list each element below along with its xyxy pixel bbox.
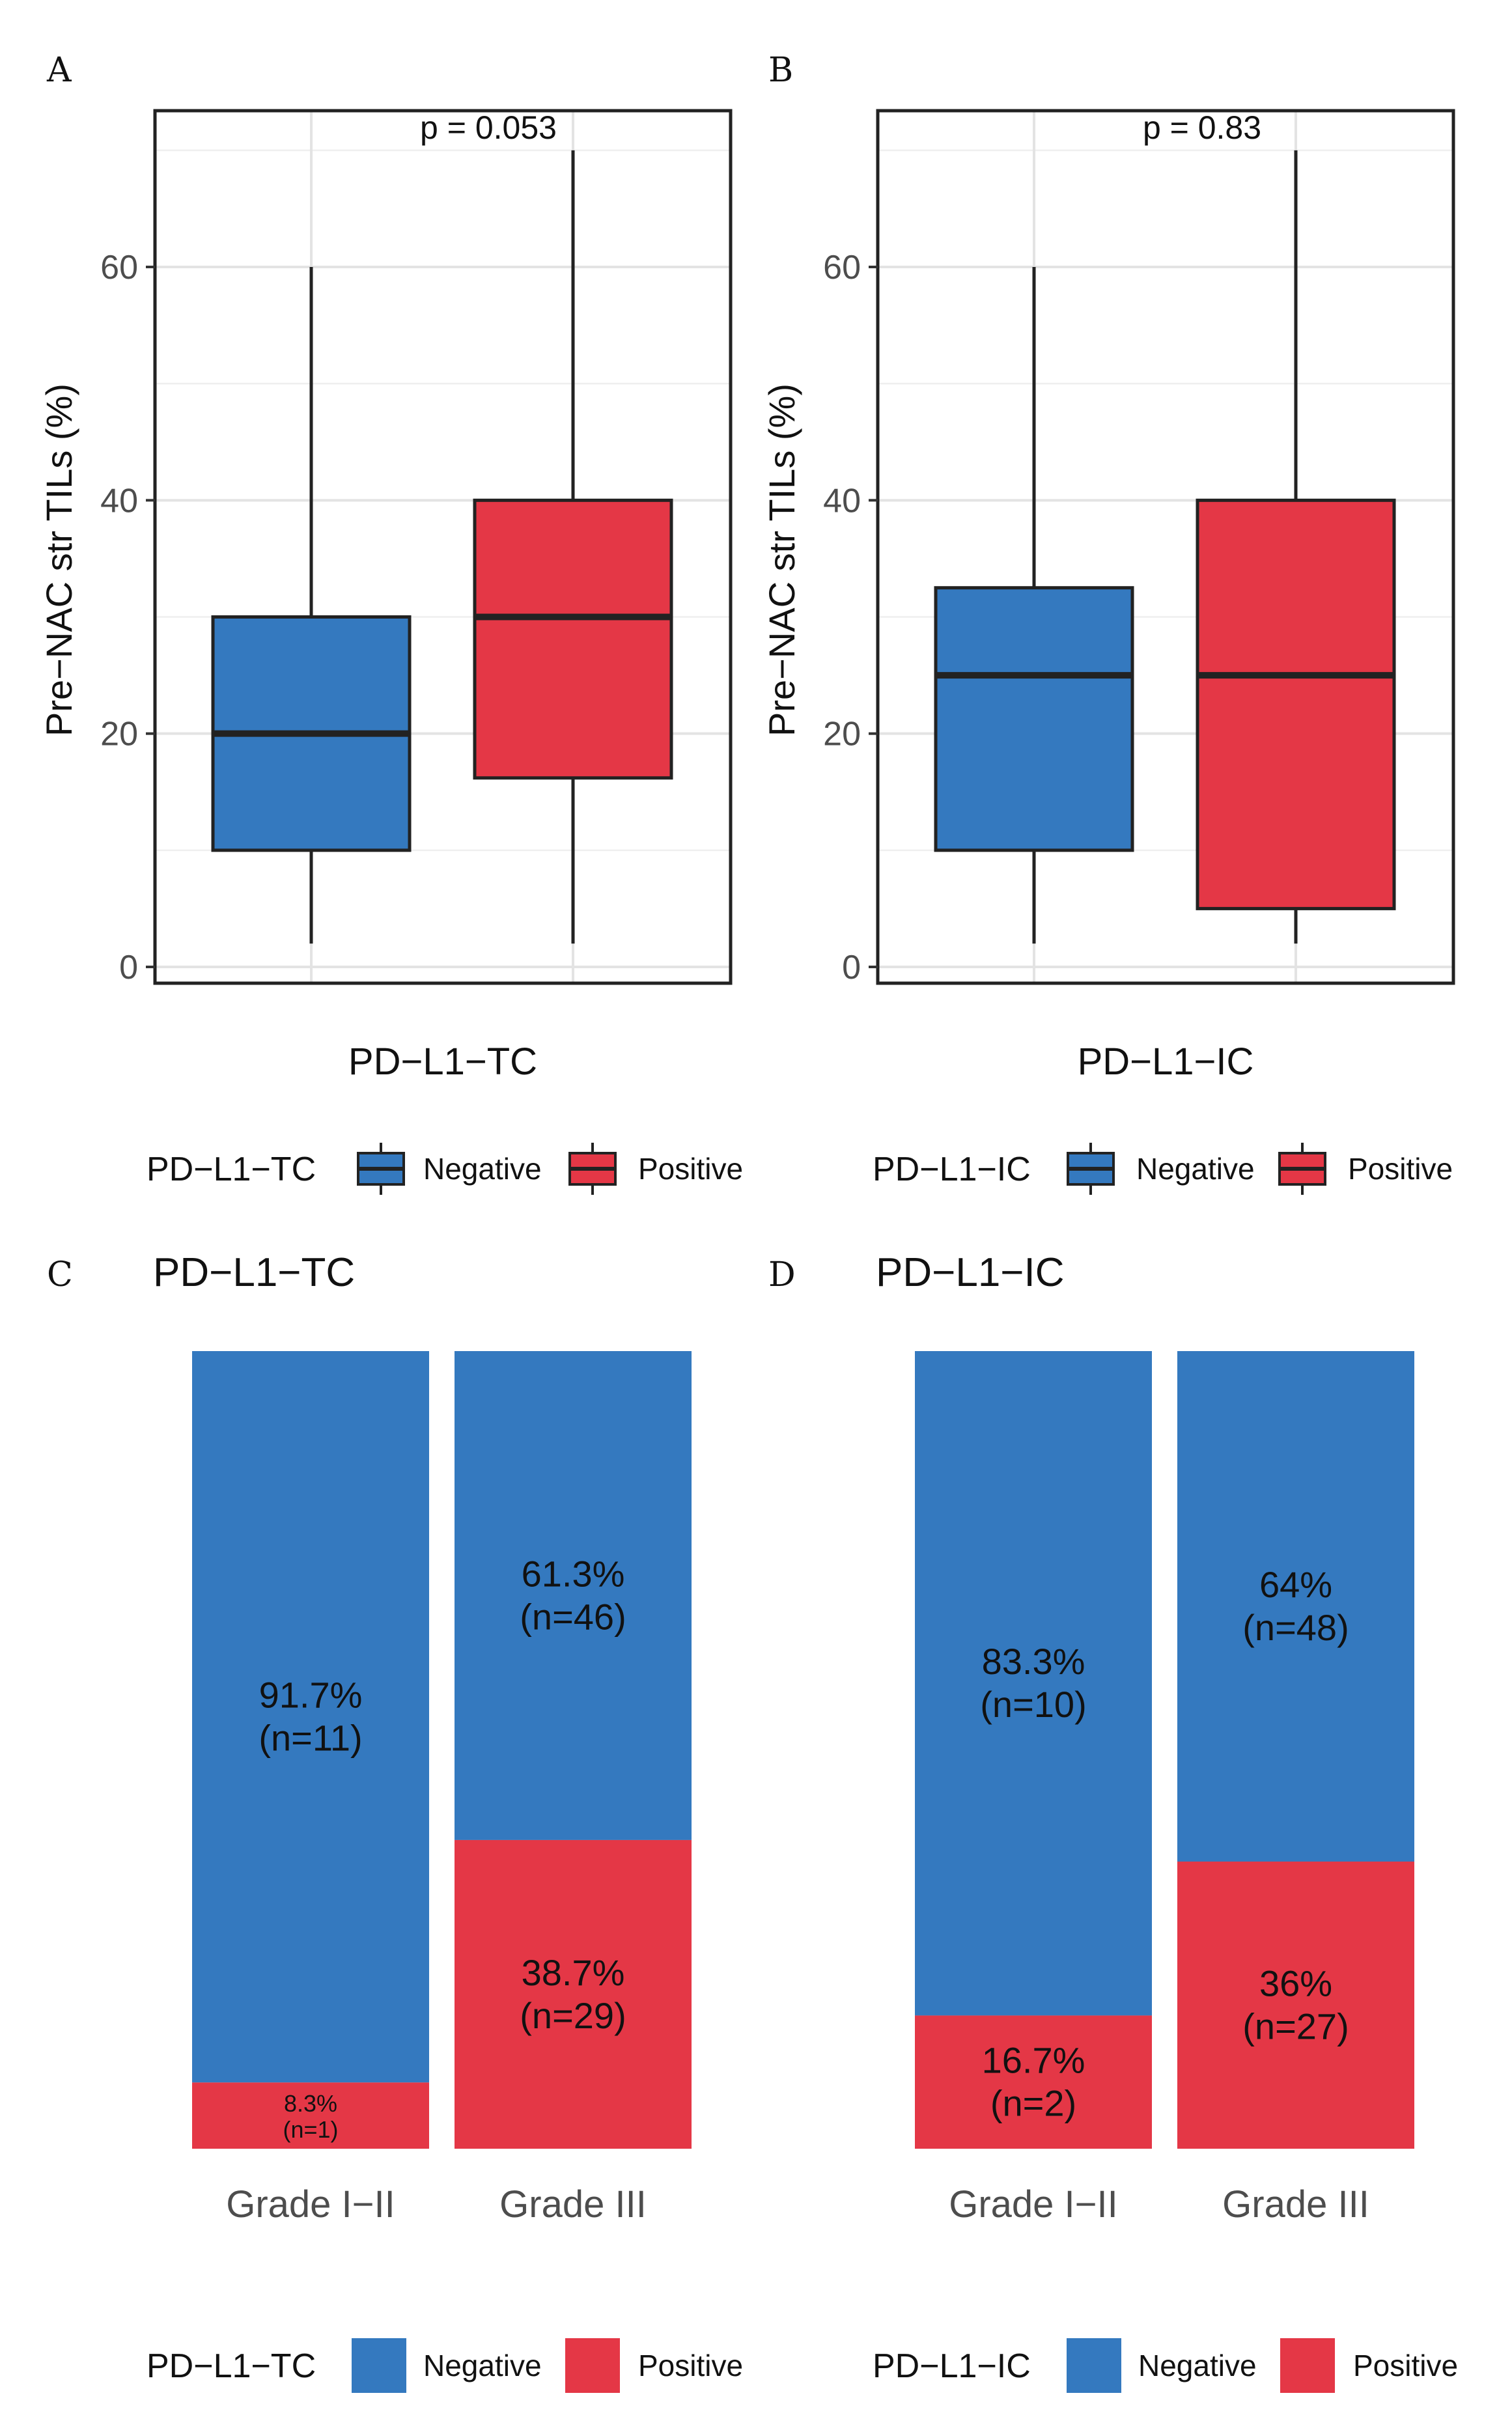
bar-negative xyxy=(455,1351,692,1840)
bar-label-negative-n: (n=11) xyxy=(259,1718,362,1759)
box-negative xyxy=(934,586,1134,852)
bar-positive xyxy=(1177,1862,1414,2149)
y-tick-label: 20 xyxy=(823,716,861,753)
bar-label-negative-n: (n=48) xyxy=(1242,1607,1349,1648)
legend-key-positive xyxy=(565,2338,620,2393)
panel-letter-b: B xyxy=(768,51,793,90)
panel-letter-c: C xyxy=(47,1255,73,1294)
legend-label-negative: Negative xyxy=(423,2349,542,2382)
bar-label-positive-n: (n=27) xyxy=(1242,2006,1349,2047)
chart-title: PD−L1−IC xyxy=(876,1250,1065,1295)
legend-title: PD−L1−IC xyxy=(873,1151,1031,1188)
legend-label-negative: Negative xyxy=(1136,1152,1255,1186)
legend-title: PD−L1−IC xyxy=(873,2347,1031,2385)
panel-border xyxy=(876,109,1455,985)
legend-label-negative: Negative xyxy=(1138,2349,1257,2382)
bar-label-negative-pct: 91.7% xyxy=(259,1675,363,1716)
legend-label-positive: Positive xyxy=(1353,2349,1458,2382)
y-tick-label: 0 xyxy=(842,949,861,986)
bar-label-positive-pct: 8.3% xyxy=(284,2090,337,2117)
legend-key-negative xyxy=(1067,2338,1121,2393)
barchart-panel-d: PD−L1−IC 83.3%(n=10) 16.7%(n=2) Grade I−II 6… xyxy=(873,1250,1458,2393)
legend: PD−L1−IC Negative Positive xyxy=(873,2338,1458,2393)
x-tick-label: Grade I−II xyxy=(226,2183,395,2226)
y-tick-label: 60 xyxy=(100,249,138,286)
box-positive xyxy=(473,498,673,780)
legend-label-negative: Negative xyxy=(423,1152,542,1186)
panel-letter-a: A xyxy=(46,51,72,90)
legend: PD−L1−IC Negative Positive xyxy=(873,1143,1453,1195)
legend-title: PD−L1−TC xyxy=(147,2347,316,2385)
bar-label-positive-pct: 38.7% xyxy=(522,1952,625,1993)
y-tick-label: 60 xyxy=(823,249,861,286)
bar-positive xyxy=(192,2082,429,2149)
bar-positive xyxy=(455,1839,692,2149)
legend-label-positive: Positive xyxy=(638,2349,743,2382)
barchart-panel-c: PD−L1−TC 91.7%(n=11) 8.3%(n=1) Grade I−II 61… xyxy=(147,1250,743,2393)
bar-label-negative-n: (n=10) xyxy=(980,1684,1086,1725)
legend: PD−L1−TC Negative Positive xyxy=(147,1143,743,1195)
p-value-annotation: p = 0.83 xyxy=(1143,109,1261,146)
bar-label-positive-pct: 36% xyxy=(1259,1963,1332,2004)
x-axis-title: PD−L1−TC xyxy=(348,1040,537,1083)
bar-label-negative-pct: 83.3% xyxy=(982,1641,1085,1682)
legend-key-positive xyxy=(1280,2338,1335,2393)
y-tick-label: 0 xyxy=(119,949,138,986)
legend-title: PD−L1−TC xyxy=(147,1151,316,1188)
bar-negative xyxy=(1177,1351,1414,1862)
y-axis-title: Pre−NAC str TILs (%) xyxy=(38,384,79,736)
bar-label-positive-pct: 16.7% xyxy=(982,2040,1085,2081)
x-tick-label: Grade III xyxy=(1222,2183,1369,2226)
bar-label-positive-n: (n=1) xyxy=(283,2116,338,2143)
bar-negative xyxy=(192,1351,429,2083)
panel-border xyxy=(153,109,733,985)
y-tick-label: 40 xyxy=(100,482,138,520)
y-tick-label: 20 xyxy=(100,716,138,753)
legend: PD−L1−TC Negative Positive xyxy=(147,2338,743,2393)
bar-positive xyxy=(915,2015,1152,2149)
bar-label-positive-n: (n=29) xyxy=(520,1995,626,2036)
boxplot-panel-b: 0 20 40 60 Pre−NAC str TILs (%) p = 0.83 PD−L1… xyxy=(761,109,1455,1195)
bar-negative xyxy=(915,1351,1152,2016)
x-tick-label: Grade I−II xyxy=(949,2183,1118,2226)
bar-label-negative-pct: 61.3% xyxy=(522,1553,625,1594)
box-positive xyxy=(1196,498,1396,910)
x-axis-title: PD−L1−IC xyxy=(1078,1040,1254,1083)
legend-key-negative xyxy=(352,2338,406,2393)
bar-label-positive-n: (n=2) xyxy=(990,2083,1076,2124)
legend-label-positive: Positive xyxy=(638,1152,743,1186)
y-tick-label: 40 xyxy=(823,482,861,520)
bar-label-negative-n: (n=46) xyxy=(520,1596,626,1637)
boxplot-panel-a: 0 20 40 60 Pre−NAC str TILs (%) p = 0.053 PD−L… xyxy=(38,109,743,1195)
x-tick-label: Grade III xyxy=(499,2183,647,2226)
legend-label-positive: Positive xyxy=(1348,1152,1453,1186)
y-axis-title: Pre−NAC str TILs (%) xyxy=(761,384,802,736)
panel-letter-d: D xyxy=(768,1255,796,1294)
bar-label-negative-pct: 64% xyxy=(1259,1564,1332,1605)
p-value-annotation: p = 0.053 xyxy=(420,109,557,146)
chart-title: PD−L1−TC xyxy=(153,1250,355,1295)
